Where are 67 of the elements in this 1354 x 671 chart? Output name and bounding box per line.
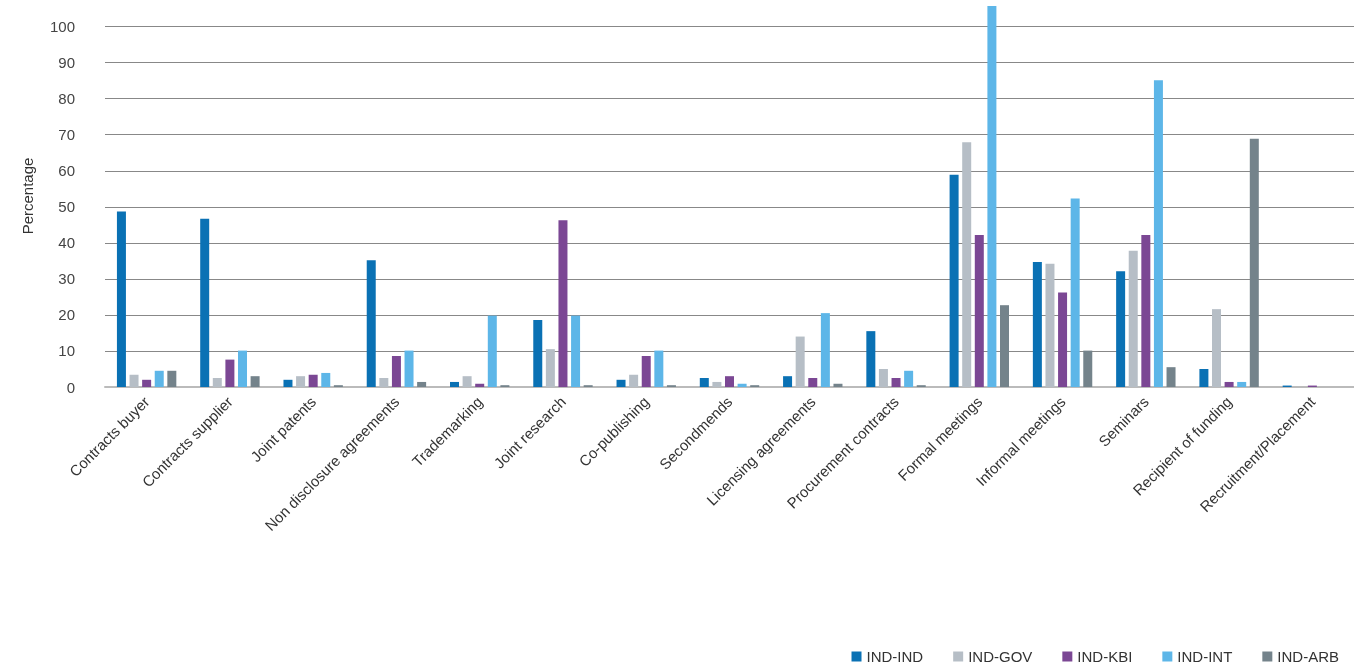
legend-label: IND-KBI xyxy=(1077,648,1133,665)
y-axis-title: Percentage xyxy=(19,157,36,235)
bar xyxy=(571,315,581,387)
bar xyxy=(487,315,497,387)
y-tick-label: 90 xyxy=(58,54,75,72)
bar xyxy=(1083,350,1093,387)
bar xyxy=(450,381,459,387)
bar xyxy=(1199,368,1209,387)
bar xyxy=(974,234,984,387)
bar xyxy=(533,319,543,387)
bar xyxy=(366,260,376,387)
bar xyxy=(949,174,959,387)
bar xyxy=(308,374,318,387)
bar xyxy=(238,350,247,387)
bar xyxy=(167,370,177,387)
bar xyxy=(616,379,626,387)
bar xyxy=(1032,261,1042,387)
bar xyxy=(558,220,568,387)
bar xyxy=(725,376,734,387)
y-tick-label: 60 xyxy=(58,162,75,180)
bar xyxy=(250,376,260,387)
bar xyxy=(321,372,331,387)
bar xyxy=(1249,138,1259,387)
bar xyxy=(391,356,401,387)
y-tick-label: 40 xyxy=(58,234,75,252)
bar xyxy=(1166,367,1176,387)
legend-label: IND-INT xyxy=(1177,648,1233,665)
bar xyxy=(737,383,747,387)
bar xyxy=(641,356,651,387)
bar xyxy=(820,313,830,387)
bar xyxy=(783,376,793,387)
legend-label: IND-IND xyxy=(866,648,924,665)
bar xyxy=(1237,381,1247,387)
bar xyxy=(1153,80,1163,387)
legend-label: IND-ARB xyxy=(1277,648,1339,665)
y-tick-label: 70 xyxy=(58,126,75,144)
legend-label: IND-GOV xyxy=(968,648,1033,665)
y-tick-label: 50 xyxy=(58,198,75,216)
bar xyxy=(475,383,485,387)
bar xyxy=(1058,292,1068,387)
bar xyxy=(987,6,997,387)
bar xyxy=(1116,271,1126,387)
bar xyxy=(1141,234,1151,387)
bar xyxy=(1070,198,1080,387)
bar xyxy=(808,377,818,387)
bar xyxy=(904,370,914,387)
bar xyxy=(404,350,414,387)
y-tick-label: 100 xyxy=(49,18,75,36)
y-tick-label: 10 xyxy=(58,342,75,360)
y-tick-label: 20 xyxy=(58,306,75,324)
bar xyxy=(1224,381,1234,387)
bar xyxy=(142,379,152,387)
bar xyxy=(699,377,709,387)
bar xyxy=(225,359,235,387)
bar xyxy=(116,211,126,387)
bar xyxy=(154,370,164,387)
bar xyxy=(283,379,293,387)
y-tick-label: 80 xyxy=(58,90,75,108)
bar xyxy=(891,377,901,387)
bar xyxy=(200,218,210,387)
bar xyxy=(833,383,843,387)
y-tick-label: 30 xyxy=(58,270,75,288)
bar xyxy=(866,331,876,387)
bar xyxy=(1000,305,1009,387)
bar xyxy=(417,381,427,387)
bar xyxy=(654,350,664,387)
y-tick-label: 0 xyxy=(66,378,75,396)
